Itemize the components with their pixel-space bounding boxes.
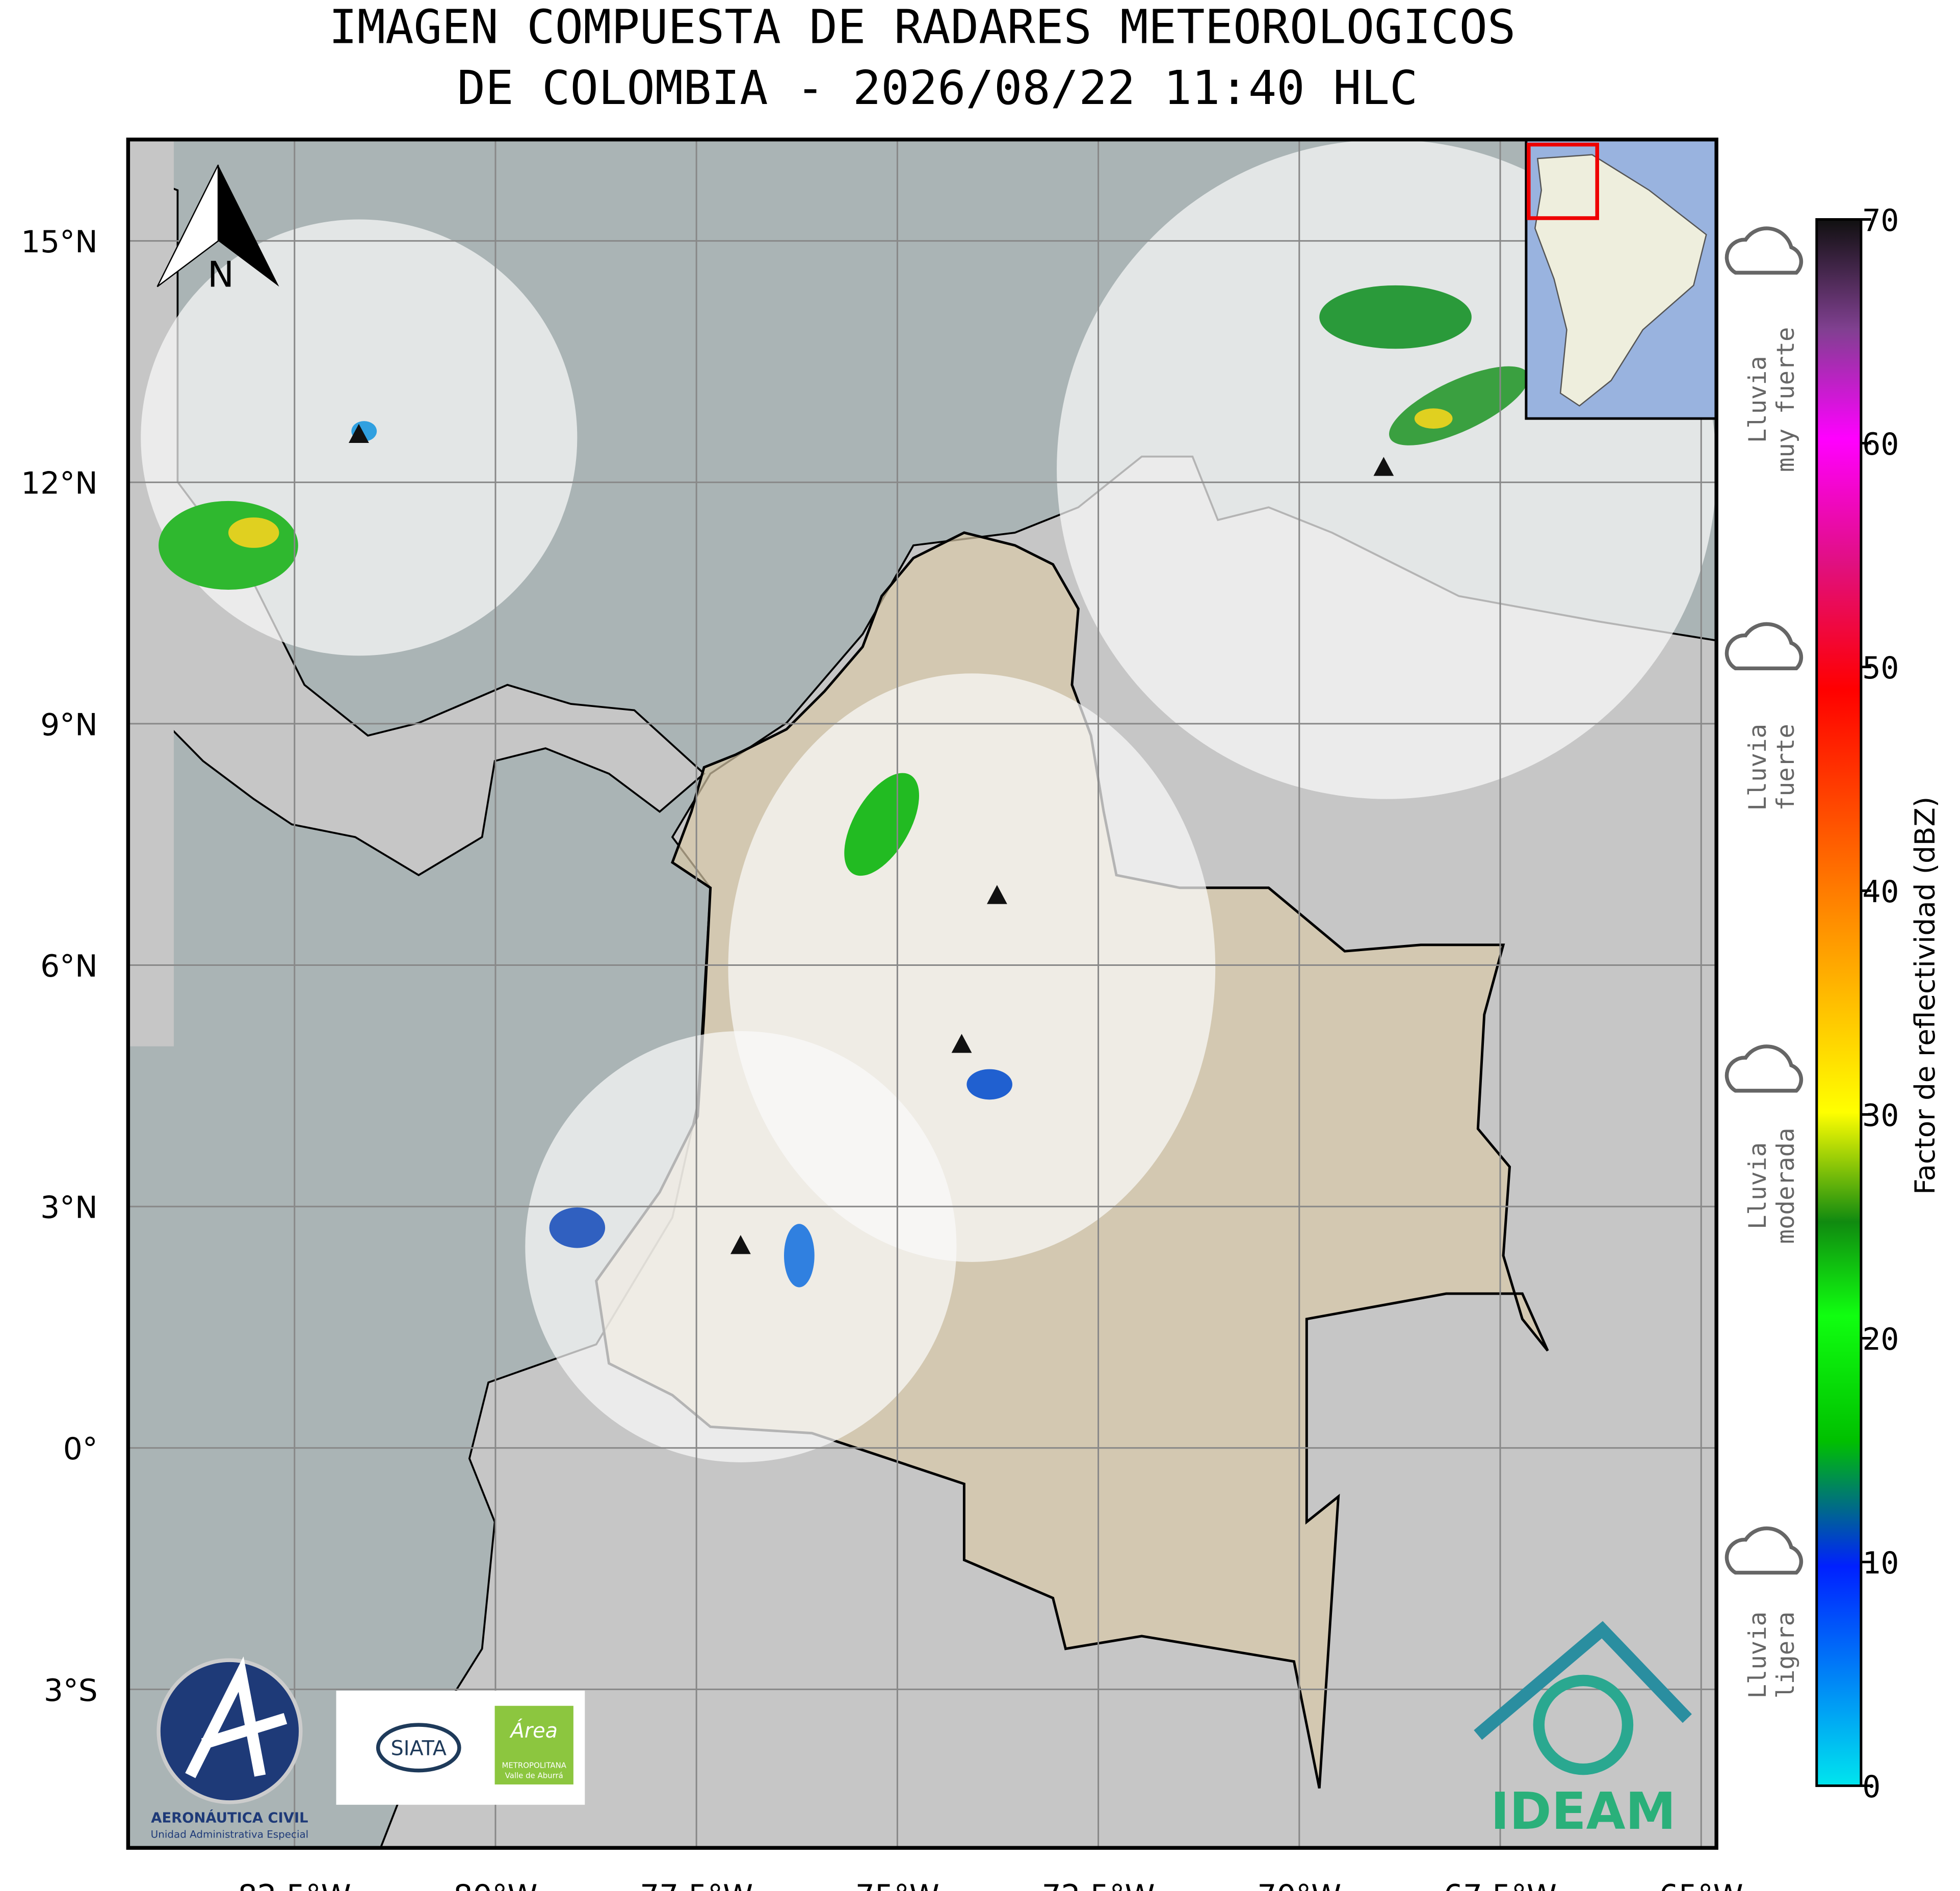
title-line: IMAGEN COMPUESTA DE RADARES METEOROLOGIC… (329, 0, 1515, 55)
y-tick-label: 3°S (44, 1673, 98, 1709)
x-tick-label: 80°W (454, 1879, 538, 1891)
rain-legend-label: fuerte (1772, 724, 1800, 811)
land (128, 170, 706, 877)
x-tick-label: 67.5°W (1444, 1879, 1557, 1891)
rain-icon (1724, 1044, 1804, 1093)
logo-text: SIATA (390, 1737, 447, 1761)
logo-text: AERONÁUTICA CIVIL (151, 1810, 308, 1826)
precipitation-echoes (159, 285, 1529, 1288)
y-tick-label: 0° (63, 1432, 98, 1467)
rain-icon (1724, 226, 1804, 275)
radar-sites (348, 424, 1394, 1254)
radar-site (730, 1235, 751, 1254)
radar-site (951, 1034, 972, 1053)
rain-legend-label: Lluvia (1744, 1142, 1772, 1229)
rain-legend-label: moderada (1772, 1128, 1800, 1244)
y-tick-label: 9°N (40, 707, 98, 743)
colorbar-tick-label: 70 (1862, 203, 1899, 239)
colorbar: 0 10 20 30 40 50 60 70 Factor de reflectividad (… (1815, 203, 1941, 1805)
colorbar-label: Factor de reflectividad (dBZ) (1909, 797, 1941, 1195)
radar-site (987, 885, 1007, 904)
radar-site (1373, 457, 1394, 476)
rain-legend-label: Lluvia (1744, 724, 1772, 811)
colorbar-tick-label: 40 (1862, 875, 1899, 910)
y-tick-label: 12°N (21, 466, 98, 502)
y-tick-label: 15°N (21, 225, 98, 260)
colorbar-tick-label: 10 (1862, 1546, 1899, 1581)
map-frame (126, 137, 1718, 1850)
siata-area-logo: SIATA Área METROPOLITANA Valle de Aburrá (336, 1690, 585, 1805)
logo-text: Unidad Administrativa Especial (151, 1828, 309, 1840)
x-tick-label: 65°W (1659, 1879, 1743, 1891)
y-tick-label: 3°N (40, 1191, 98, 1226)
rain-legend-label: ligera (1772, 1612, 1800, 1699)
x-tick-label: 77.5°W (640, 1879, 753, 1891)
aerocivil-logo: AERONÁUTICA CIVIL Unidad Administrativa … (151, 1656, 309, 1840)
x-tick-label: 72.5°W (1042, 1879, 1155, 1891)
map-area: N AERONÁUTICA CIVIL Unidad Administrativ… (128, 139, 1717, 1848)
rain-legend-label: Lluvia (1744, 1612, 1772, 1699)
colorbar-tick-label: 50 (1862, 651, 1899, 686)
logo-text: IDEAM (1491, 1782, 1676, 1841)
rain-icon (1724, 1526, 1804, 1575)
radar-site (348, 424, 369, 443)
x-tick-label: 82.5°W (238, 1879, 351, 1891)
logo-text: Valle de Aburrá (505, 1771, 563, 1780)
x-tick-label: 70°W (1257, 1879, 1341, 1891)
colorbar-gradient (1815, 218, 1863, 1787)
title-line: DE COLOMBIA - 2026/08/22 11:40 HLC (457, 61, 1418, 115)
y-tick-label: 6°N (40, 949, 98, 984)
colorbar-tick-label: 0 (1862, 1770, 1880, 1805)
logo-text: METROPOLITANA (502, 1761, 566, 1770)
colorbar-tick-label: 20 (1862, 1322, 1899, 1357)
axis-labels: 82.5°W 80°W 77.5°W 75°W 72.5°W 70°W 67.5°W 65°W… (21, 225, 1743, 1891)
rain-icon (1724, 622, 1804, 671)
ideam-logo: IDEAM (1474, 1621, 1692, 1841)
inset-map (1525, 139, 1717, 420)
colorbar-tick-label: 60 (1862, 427, 1899, 462)
land (128, 139, 174, 1046)
graticule (128, 139, 1717, 1848)
colorbar-tick-label: 30 (1862, 1098, 1899, 1134)
rain-legend-label: muy fuerte (1772, 327, 1800, 472)
x-tick-label: 75°W (855, 1879, 939, 1891)
rain-legend-label: Lluvia (1744, 356, 1772, 443)
north-label: N (207, 254, 234, 295)
logo-text: Área (509, 1719, 557, 1743)
